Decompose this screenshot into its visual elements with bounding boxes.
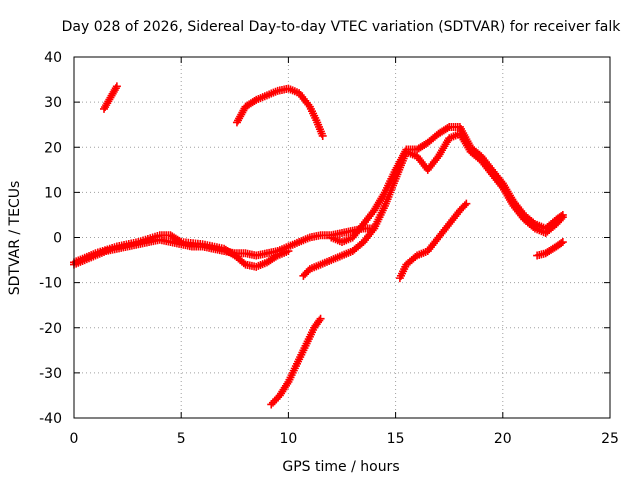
data-point bbox=[284, 247, 293, 256]
data-point bbox=[460, 201, 469, 210]
data-point bbox=[175, 236, 184, 245]
y-axis-label: SDTVAR / TECUs bbox=[7, 181, 23, 296]
series-arc-c bbox=[100, 82, 121, 113]
x-tick-label: 0 bbox=[70, 431, 79, 447]
series-arc-h bbox=[395, 199, 471, 283]
x-tick-label: 15 bbox=[387, 431, 405, 447]
x-tick-label: 20 bbox=[494, 431, 512, 447]
data-point bbox=[318, 131, 327, 140]
y-tick-label: 20 bbox=[44, 140, 62, 156]
data-point bbox=[558, 210, 567, 219]
data-point bbox=[315, 316, 324, 325]
series-arc-i bbox=[533, 238, 567, 260]
x-tick-label: 25 bbox=[601, 431, 619, 447]
series-arc-d bbox=[232, 84, 327, 140]
y-tick-label: 0 bbox=[53, 231, 62, 247]
series-arc-b bbox=[70, 231, 293, 271]
y-tick-label: -20 bbox=[39, 321, 62, 337]
y-tick-label: 30 bbox=[44, 95, 62, 111]
y-tick-label: 10 bbox=[44, 185, 62, 201]
series-layer bbox=[70, 82, 567, 409]
x-tick-label: 10 bbox=[279, 431, 297, 447]
axis-ticks: 0 5 10 15 20 25 -40 -30 -20 -10 0 10 20 30 40 bbox=[39, 50, 619, 447]
data-point bbox=[557, 212, 566, 221]
data-point bbox=[112, 82, 121, 91]
series-arc-g bbox=[327, 122, 567, 247]
y-tick-label: -10 bbox=[39, 276, 62, 292]
x-tick-label: 5 bbox=[177, 431, 186, 447]
data-point bbox=[557, 239, 566, 248]
series-arc-e bbox=[267, 314, 325, 409]
x-axis-label: GPS time / hours bbox=[282, 459, 399, 475]
grid bbox=[74, 57, 610, 418]
data-point bbox=[316, 314, 325, 323]
data-point bbox=[558, 238, 567, 247]
y-tick-label: -30 bbox=[39, 366, 62, 382]
data-point bbox=[443, 124, 452, 133]
data-point bbox=[462, 199, 471, 208]
y-tick-label: 40 bbox=[44, 50, 62, 66]
series-arc-f bbox=[299, 129, 567, 280]
chart-title: Day 028 of 2026, Sidereal Day-to-day VTE… bbox=[62, 19, 622, 35]
y-tick-label: -40 bbox=[39, 411, 62, 427]
